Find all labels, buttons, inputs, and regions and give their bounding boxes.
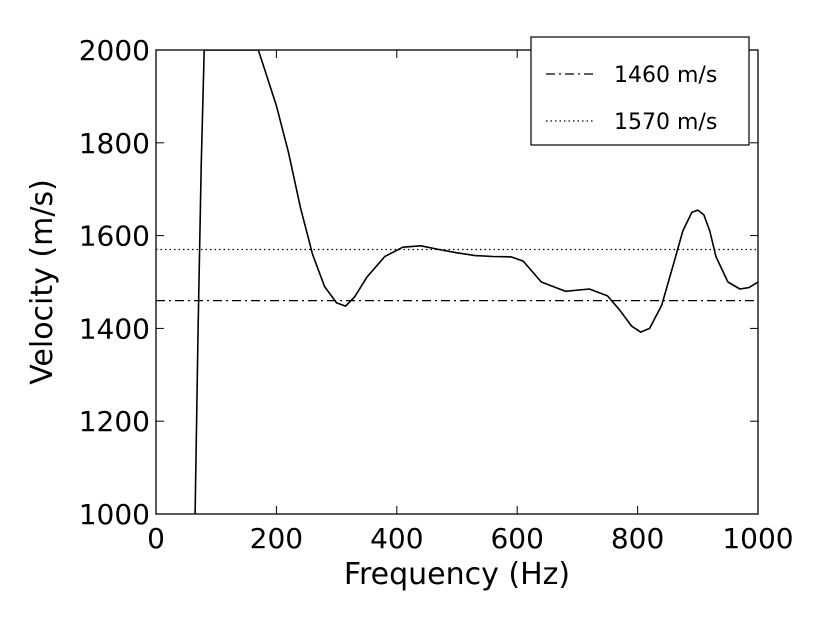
y-tick-label: 1600 <box>79 220 150 253</box>
y-tick-label: 2000 <box>79 34 150 67</box>
x-tick-label: 0 <box>147 522 165 555</box>
legend-label-1570: 1570 m/s <box>614 110 717 135</box>
y-tick-label: 1200 <box>79 405 150 438</box>
series-line-velocity <box>194 50 758 514</box>
legend-box <box>530 36 750 146</box>
y-tick-label: 1800 <box>79 127 150 160</box>
x-tick-label: 400 <box>370 522 423 555</box>
series-layer <box>156 50 758 514</box>
y-axis-label: Velocity (m/s) <box>25 179 60 385</box>
y-tick-label: 1400 <box>79 312 150 345</box>
legend-label-1460: 1460 m/s <box>614 63 717 88</box>
x-tick-label: 800 <box>611 522 664 555</box>
ticks-layer: 0 200 400 600 800 1000 1000 1200 1400 1600 1800 200… <box>79 34 794 555</box>
x-axis-label: Frequency (Hz) <box>344 557 570 592</box>
x-tick-label: 600 <box>490 522 543 555</box>
x-tick-label: 1000 <box>722 522 793 555</box>
legend: 1460 m/s 1570 m/s <box>530 36 750 146</box>
x-tick-label: 200 <box>250 522 303 555</box>
y-tick-label: 1000 <box>79 498 150 531</box>
plot-frame <box>155 49 759 515</box>
